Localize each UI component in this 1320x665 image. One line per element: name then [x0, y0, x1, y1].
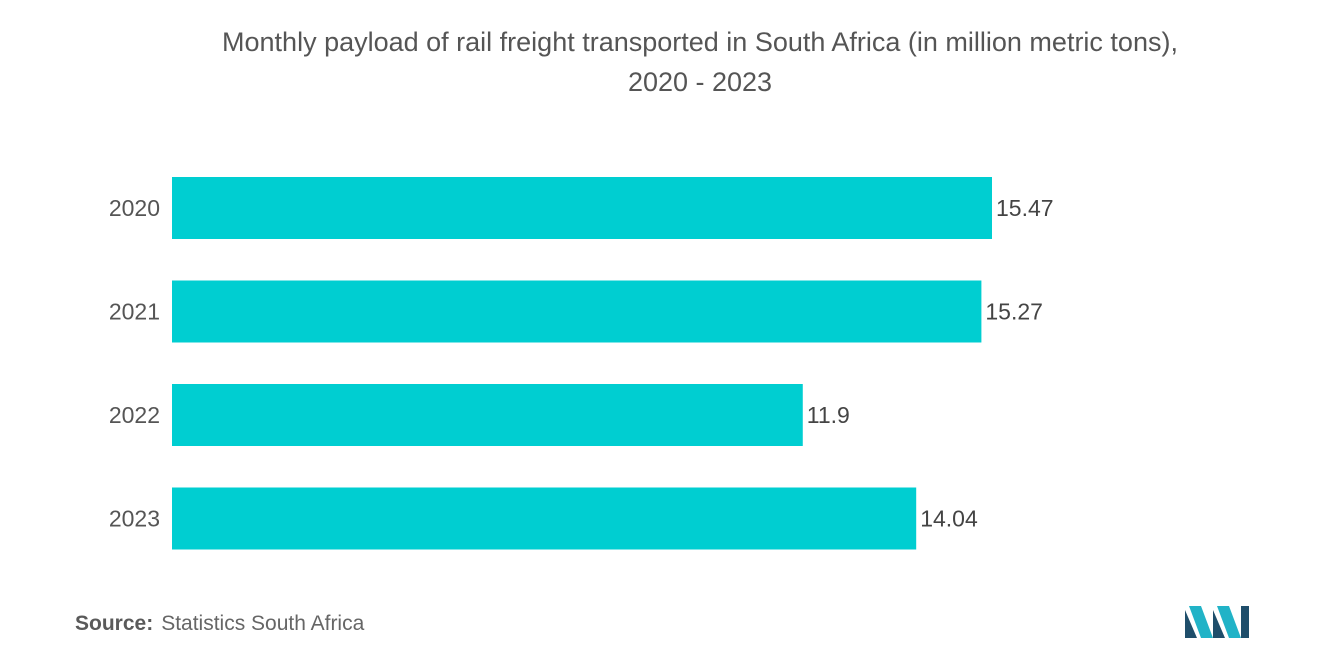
data-label-2022: 11.9 — [807, 402, 850, 428]
y-tick-label-2023: 2023 — [109, 506, 160, 532]
bar-2022 — [172, 384, 803, 446]
chart-title-line: Monthly payload of rail freight transpor… — [222, 27, 1178, 57]
bar-2020 — [172, 177, 992, 239]
source-line: Source: Statistics South Africa — [75, 612, 364, 636]
y-tick-label-2020: 2020 — [109, 195, 160, 221]
y-tick-label-2021: 2021 — [109, 299, 160, 325]
source-label: Source: — [75, 612, 154, 635]
data-label-2020: 15.47 — [996, 195, 1054, 221]
mordor-logo-icon — [1183, 604, 1253, 645]
data-label-2023: 14.04 — [920, 506, 978, 532]
chart-title: Monthly payload of rail freight transpor… — [100, 22, 1300, 102]
y-tick-label-2022: 2022 — [109, 402, 160, 428]
bar-2021 — [172, 280, 982, 343]
bar-chart: 2020 15.47 2021 15.27 2022 11.9 2023 14.04 — [109, 177, 1054, 550]
chart-subtitle-line: 2020 - 2023 — [627, 67, 773, 97]
data-label-2021: 15.27 — [985, 299, 1043, 325]
bar-2023 — [172, 487, 917, 550]
source-text: Statistics South Africa — [161, 612, 365, 635]
